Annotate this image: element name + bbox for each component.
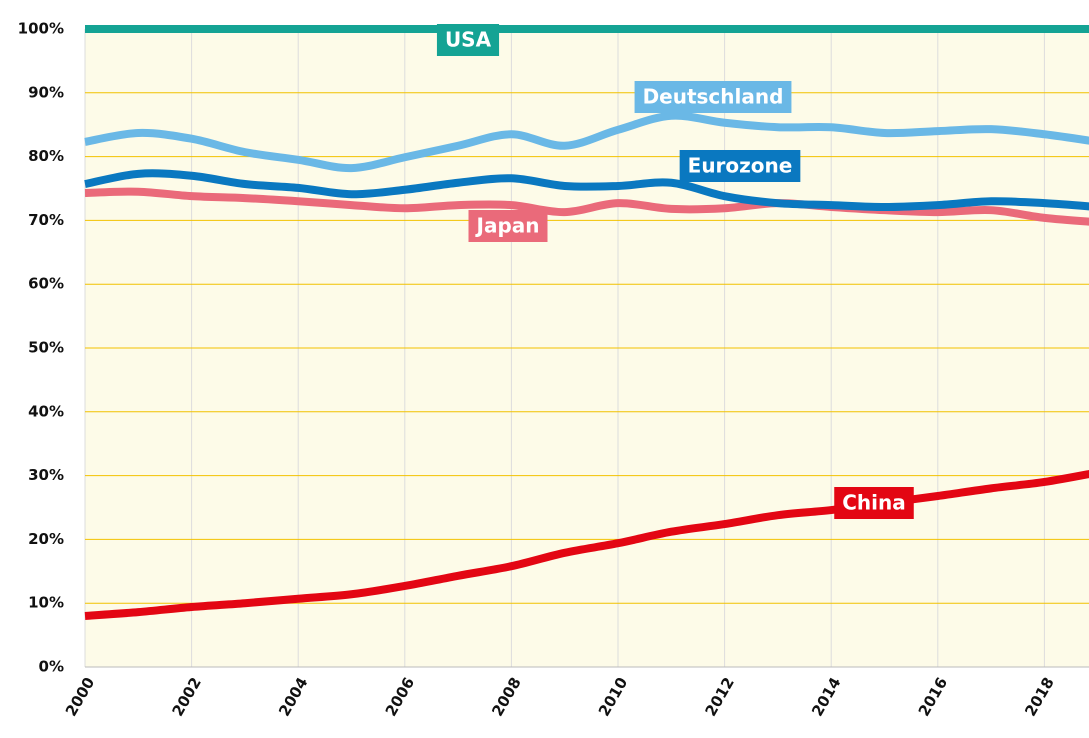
series-label: USA	[436, 24, 500, 56]
y-tick-label: 0%	[39, 658, 64, 676]
series-label: Eurozone	[679, 150, 801, 182]
series-label-box	[834, 487, 914, 519]
y-tick-label: 90%	[28, 83, 64, 101]
x-tick-label: 2016	[915, 674, 951, 719]
series-label-text: USA	[445, 28, 492, 52]
series-label-text: Eurozone	[688, 154, 793, 178]
x-tick-label: 2018	[1021, 674, 1057, 719]
y-tick-label: 30%	[28, 466, 64, 484]
y-tick-label: 20%	[28, 530, 64, 548]
series-label-box	[436, 24, 500, 56]
series-label-box	[468, 210, 548, 242]
series-line	[84, 111, 1089, 173]
series-label: Deutschland	[634, 81, 792, 113]
x-tick-label: 2012	[701, 674, 737, 719]
series-label-text: Deutschland	[643, 85, 784, 109]
series-line	[84, 169, 1089, 212]
x-tick-label: 2014	[808, 674, 844, 719]
y-tick-label: 10%	[28, 594, 64, 612]
x-tick-label: 2000	[62, 674, 98, 719]
y-tick-label: 60%	[28, 275, 64, 293]
y-tick-label: 40%	[28, 402, 64, 420]
x-tick-label: 2002	[168, 674, 204, 719]
series-label-text: China	[842, 491, 906, 515]
series-label: Japan	[468, 210, 548, 242]
x-tick-label: 2008	[488, 674, 524, 719]
series-label-box	[679, 150, 801, 182]
x-tick-label: 2004	[275, 674, 311, 719]
x-tick-label: 2006	[382, 674, 418, 719]
series-line	[84, 469, 1089, 620]
series-line	[84, 187, 1089, 226]
y-tick-label: 80%	[28, 147, 64, 165]
series-label-text: Japan	[475, 214, 540, 238]
y-tick-label: 70%	[28, 211, 64, 229]
y-tick-label: 100%	[18, 20, 64, 38]
series-label-box	[634, 81, 792, 113]
y-tick-label: 50%	[28, 339, 64, 357]
x-tick-label: 2010	[595, 674, 631, 719]
series-label: China	[834, 487, 914, 519]
